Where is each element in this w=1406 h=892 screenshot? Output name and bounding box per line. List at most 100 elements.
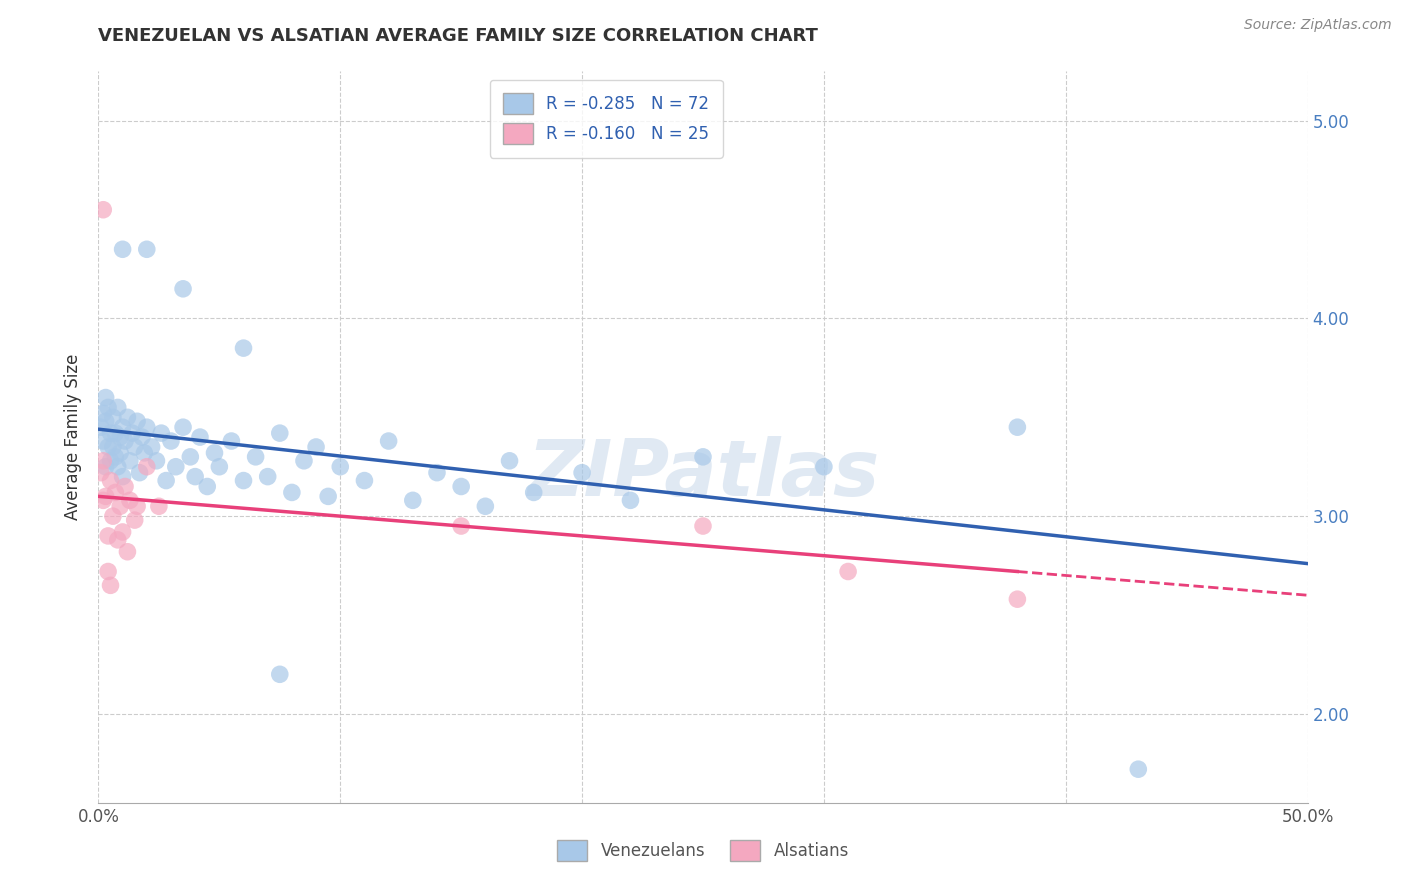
Point (104, 485, 127, 500)
Text: ZIPatlas: ZIPatlas (527, 435, 879, 512)
Point (107, 459, 129, 474)
Point (571, 466, 593, 480)
Point (108, 446, 131, 460)
Point (111, 420, 134, 434)
Point (108, 430, 131, 444)
Point (208, 459, 231, 474)
Point (179, 450, 201, 464)
Point (184, 469, 207, 483)
Point (232, 474, 254, 488)
Point (100, 426, 122, 441)
Point (155, 474, 177, 488)
Point (145, 454, 167, 468)
Point (619, 493, 641, 508)
Point (523, 485, 546, 500)
Point (97, 565, 120, 579)
Y-axis label: Average Family Size: Average Family Size (65, 354, 83, 520)
Point (127, 414, 149, 428)
Point (221, 434, 243, 448)
Point (107, 533, 129, 547)
Point (256, 469, 278, 483)
Point (245, 450, 267, 464)
Text: Source: ZipAtlas.com: Source: ZipAtlas.com (1244, 18, 1392, 32)
Point (172, 420, 194, 434)
Point (104, 450, 127, 464)
Point (128, 466, 150, 480)
Point (124, 440, 146, 454)
Point (269, 667, 291, 681)
Point (94, 414, 117, 428)
Point (91, 406, 114, 420)
Point (118, 493, 141, 508)
Point (498, 454, 520, 468)
Point (135, 459, 157, 474)
Point (450, 479, 472, 493)
Point (232, 341, 254, 355)
Point (195, 479, 218, 493)
Point (111, 524, 134, 539)
Point (101, 509, 124, 524)
Point (135, 420, 157, 434)
Point (100, 474, 122, 488)
Point (1128, 762, 1150, 776)
Point (377, 434, 399, 448)
Text: VENEZUELAN VS ALSATIAN AVERAGE FAMILY SIZE CORRELATION CHART: VENEZUELAN VS ALSATIAN AVERAGE FAMILY SI… (98, 27, 818, 45)
Point (97, 440, 120, 454)
Point (127, 500, 149, 514)
Point (316, 489, 339, 503)
Point (269, 426, 291, 441)
Point (114, 434, 136, 448)
Point (131, 430, 153, 444)
Point (91, 454, 114, 468)
Point (91, 493, 114, 508)
Point (97, 529, 120, 543)
Point (101, 410, 124, 425)
Point (160, 434, 183, 448)
Point (1007, 592, 1029, 607)
Point (426, 466, 449, 480)
Point (107, 401, 129, 415)
Point (134, 446, 156, 460)
Point (165, 459, 187, 474)
Point (91, 434, 114, 448)
Point (353, 474, 375, 488)
Point (141, 440, 163, 454)
Point (101, 440, 124, 454)
Point (111, 469, 134, 483)
Point (692, 519, 714, 533)
Point (97, 401, 120, 415)
Point (94, 489, 117, 503)
Point (305, 440, 328, 454)
Point (118, 454, 141, 468)
Point (172, 282, 194, 296)
Point (90, 420, 112, 434)
Point (813, 459, 835, 474)
Point (148, 500, 170, 514)
Point (474, 500, 496, 514)
Point (111, 242, 134, 256)
Point (450, 519, 472, 533)
Point (402, 493, 425, 508)
Point (108, 500, 131, 514)
Point (135, 242, 157, 256)
Point (94, 459, 117, 474)
Point (292, 454, 315, 468)
Point (150, 426, 173, 441)
Point (329, 459, 352, 474)
Point (104, 426, 127, 441)
Point (204, 446, 226, 460)
Point (117, 545, 139, 559)
Point (124, 513, 146, 527)
Point (837, 565, 859, 579)
Point (121, 426, 143, 441)
Point (91, 202, 114, 217)
Point (90, 466, 112, 480)
Point (281, 485, 304, 500)
Point (1007, 420, 1029, 434)
Point (94, 391, 117, 405)
Point (692, 450, 714, 464)
Point (114, 479, 136, 493)
Point (188, 430, 211, 444)
Point (100, 578, 122, 592)
Point (100, 454, 122, 468)
